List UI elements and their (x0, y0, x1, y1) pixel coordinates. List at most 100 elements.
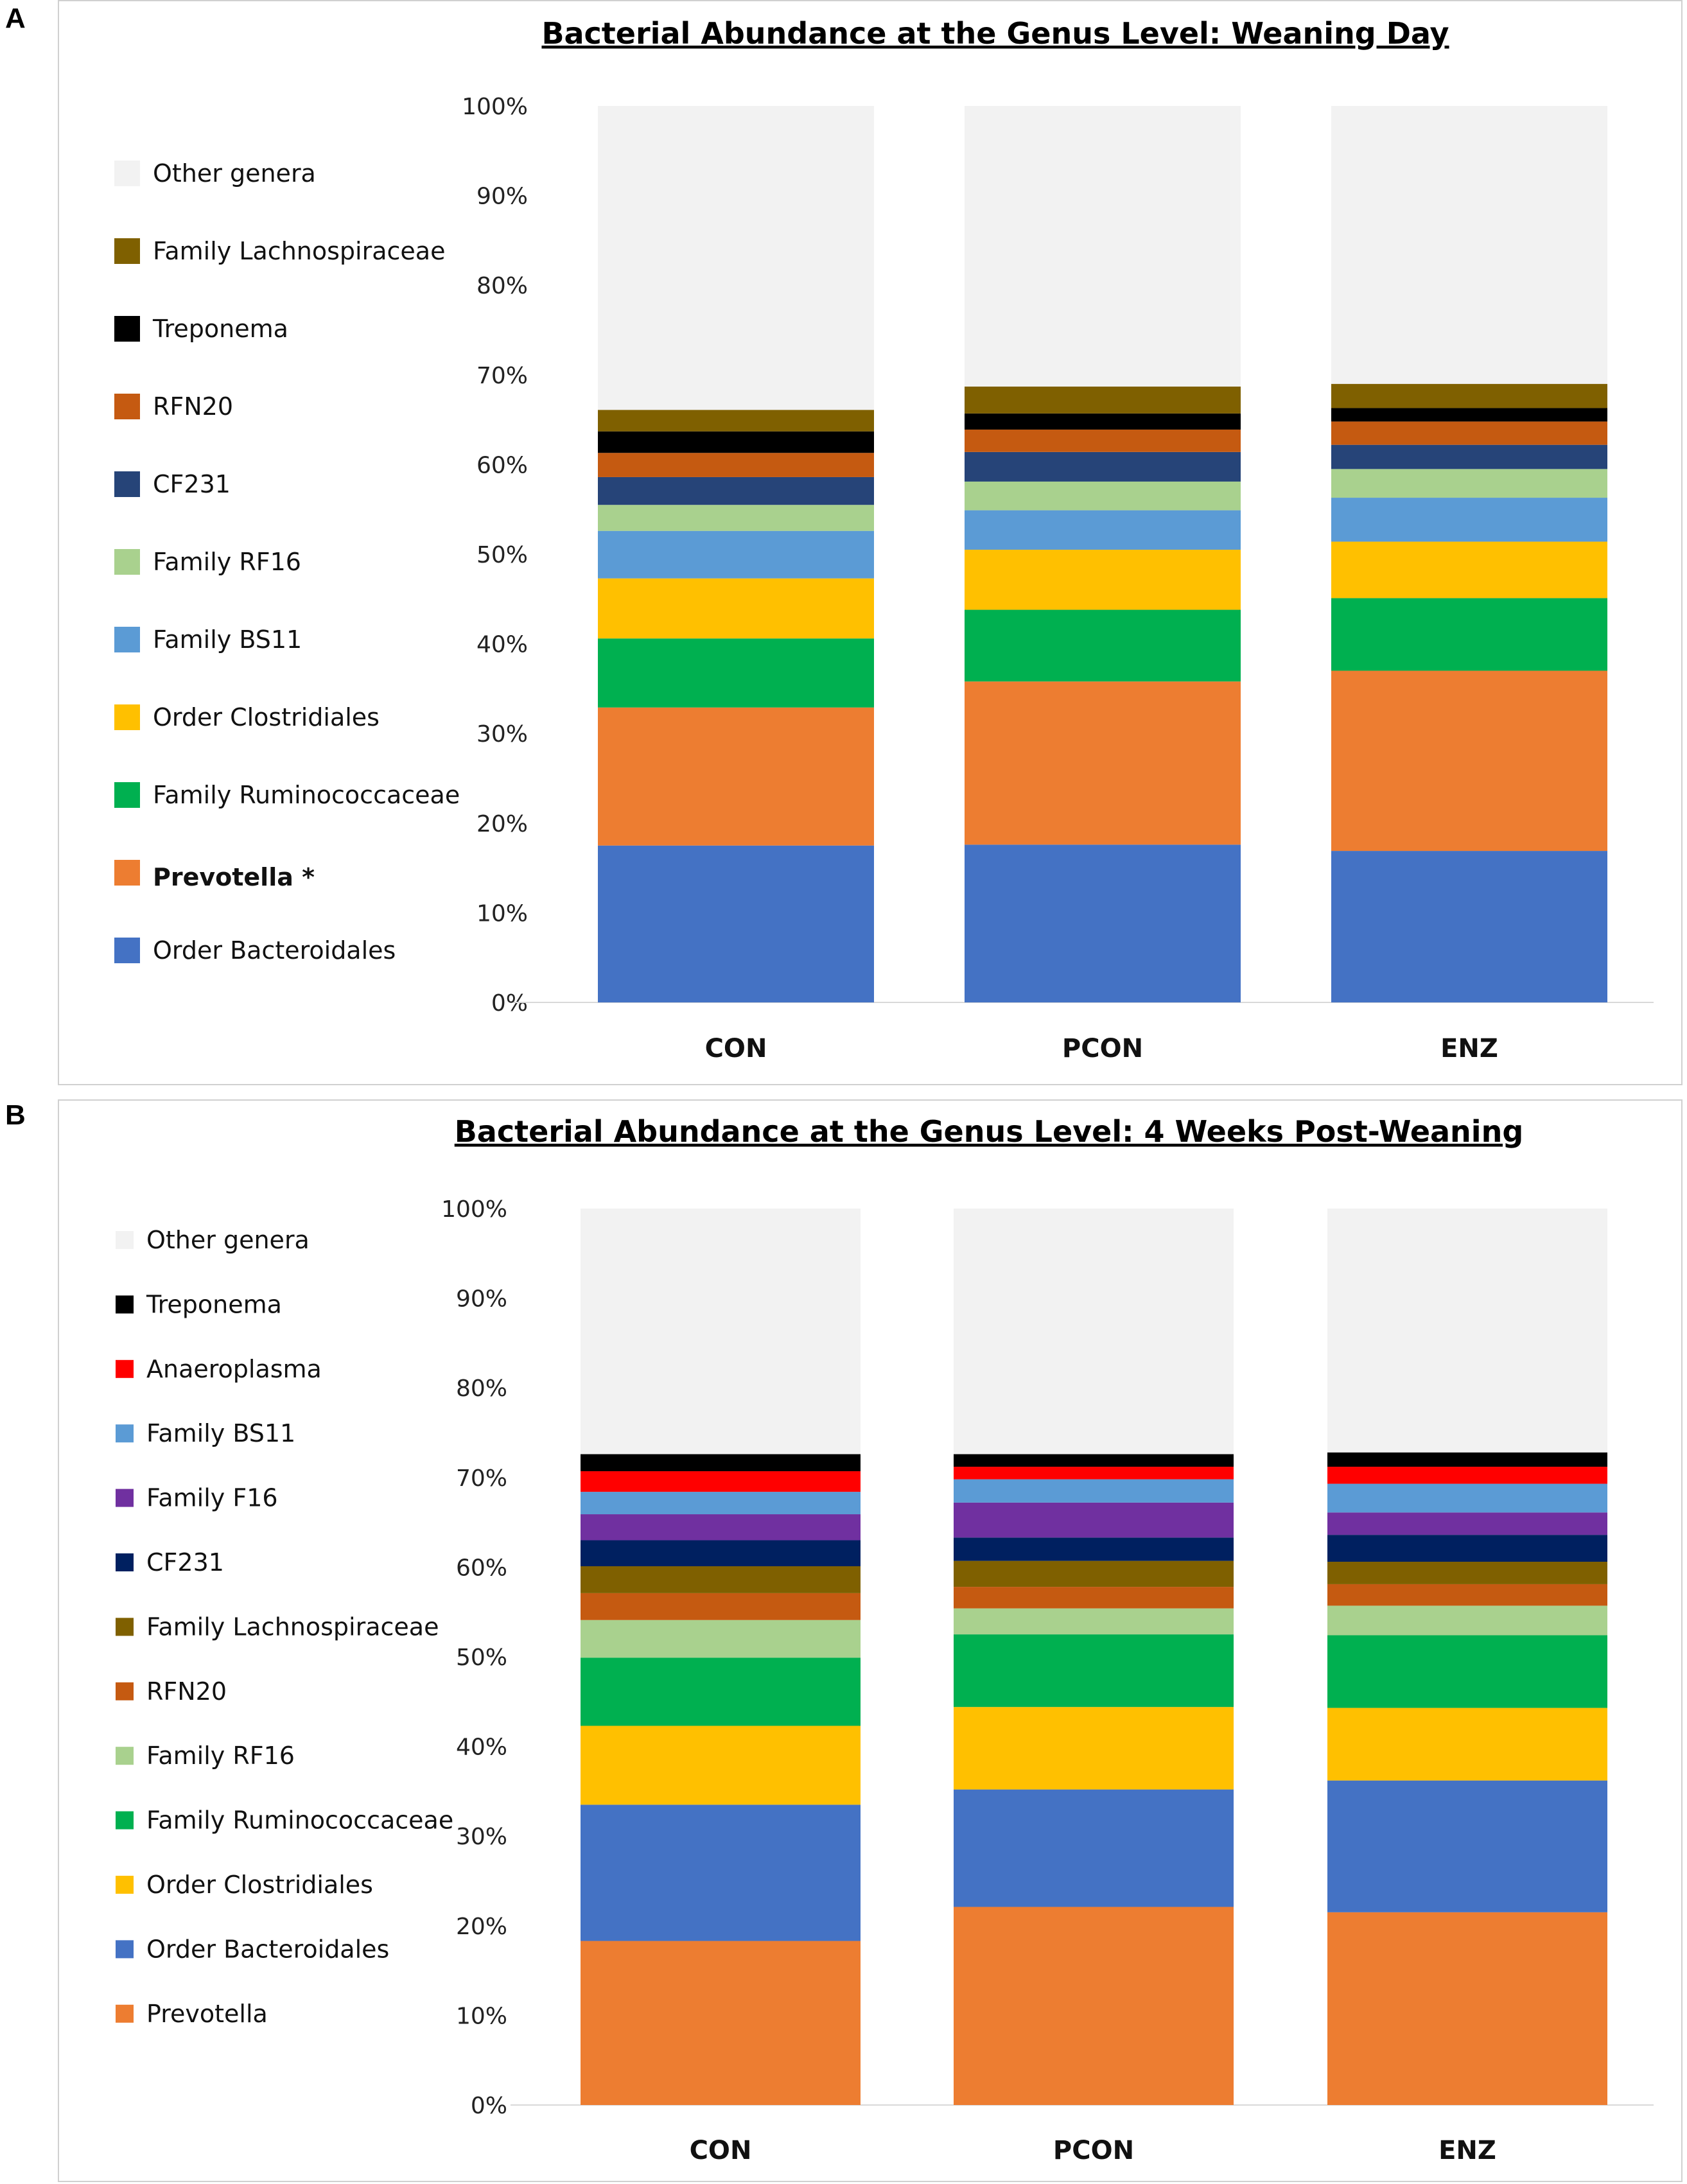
legend-swatch (114, 161, 140, 186)
legend-label: Other genera (146, 1226, 310, 1254)
y-tick-label: 40% (456, 1734, 507, 1761)
bar-segment (1331, 469, 1607, 498)
y-tick-label: 60% (456, 1555, 507, 1581)
bar-segment (965, 550, 1241, 610)
bar-segment (1331, 421, 1607, 445)
legend-swatch (116, 1359, 134, 1378)
y-tick-label: 100% (441, 1196, 507, 1223)
y-tick-label: 80% (476, 273, 528, 299)
bar-segment (598, 453, 874, 477)
panel-label-b: B (5, 1099, 26, 1131)
legend-label: Treponema (146, 1290, 282, 1318)
bar-segment (965, 386, 1241, 414)
bar-segment (954, 1467, 1234, 1480)
y-tick-label: 50% (456, 1645, 507, 1671)
bar-segment (581, 1492, 861, 1515)
y-tick-label: 100% (462, 94, 528, 120)
legend-label: Order Clostridiales (153, 703, 380, 731)
bar-segment (954, 1209, 1234, 1455)
legend-label: RFN20 (153, 392, 233, 421)
bar-segment (1331, 444, 1607, 469)
legend-swatch (116, 1618, 134, 1636)
legend-label: RFN20 (146, 1677, 227, 1706)
bar-segment (954, 1707, 1234, 1790)
bar-segment (581, 1620, 861, 1658)
y-tick-label: 20% (476, 811, 528, 837)
bar-segment (598, 505, 874, 531)
legend-label: Order Bacteroidales (153, 936, 396, 965)
legend-swatch (116, 2004, 134, 2023)
bar-segment (965, 681, 1241, 845)
y-tick-label: 90% (476, 184, 528, 210)
bar-segment (1327, 1562, 1607, 1584)
bar-segment (581, 1593, 861, 1620)
legend-swatch (114, 627, 140, 652)
legend-label: Anaeroplasma (146, 1355, 322, 1383)
bar-segment (954, 1502, 1234, 1538)
legend-label: Family Ruminococcaceae (153, 781, 460, 809)
legend-label: Family Lachnospiraceae (153, 237, 445, 265)
legend-swatch (116, 1747, 134, 1765)
bar-segment (954, 1479, 1234, 1503)
bar-segment (1327, 1635, 1607, 1708)
legend-swatch (116, 1231, 134, 1249)
bar-segment (598, 476, 874, 505)
y-tick-label: 50% (476, 542, 528, 568)
y-tick-label: 60% (476, 452, 528, 478)
legend-swatch (114, 471, 140, 497)
chart-title-0: Bacterial Abundance at the Genus Level: … (541, 16, 1449, 51)
bar-segment (965, 510, 1241, 550)
legend-swatch (116, 1876, 134, 1894)
y-tick-label: 70% (456, 1465, 507, 1492)
bar-segment (954, 1907, 1234, 2105)
y-tick-label: 10% (476, 900, 528, 927)
bar-segment (965, 106, 1241, 387)
bar-segment (1327, 1209, 1607, 1453)
bar-segment (965, 413, 1241, 430)
legend-label: Treponema (152, 315, 288, 343)
x-category-label: CON (690, 2136, 752, 2165)
bar-segment (598, 410, 874, 432)
bar-segment (581, 1471, 861, 1492)
legend-swatch (116, 1682, 134, 1700)
y-tick-label: 90% (456, 1286, 507, 1313)
bar-segment (598, 578, 874, 639)
panel-b-frame (58, 1099, 1683, 2182)
y-tick-label: 0% (491, 990, 528, 1017)
bar-segment (965, 429, 1241, 452)
bar-segment (598, 707, 874, 846)
legend-swatch (114, 394, 140, 419)
x-category-label: ENZ (1440, 1034, 1498, 1063)
panel-label-a: A (5, 3, 26, 34)
bar-segment (954, 1537, 1234, 1561)
bar-segment (1327, 1605, 1607, 1636)
legend-swatch (114, 782, 140, 808)
bar-segment (1331, 498, 1607, 542)
bar-segment (1327, 1584, 1607, 1606)
bar-segment (581, 1566, 861, 1593)
bar-segment (1327, 1467, 1607, 1484)
legend-label: Order Bacteroidales (146, 1935, 389, 1963)
bar-segment (1327, 1708, 1607, 1781)
bar-segment (954, 1608, 1234, 1635)
bar-segment (1331, 408, 1607, 422)
bar-segment (1331, 670, 1607, 852)
legend-swatch (116, 1489, 134, 1507)
bar-segment (1327, 1452, 1607, 1467)
x-category-label: PCON (1053, 2136, 1134, 2165)
legend-label: Prevotella * (153, 863, 315, 891)
legend-swatch (116, 1811, 134, 1830)
bar-segment (581, 1941, 861, 2105)
bar-segment (1327, 1912, 1607, 2105)
legend-label: Family Lachnospiraceae (146, 1612, 439, 1641)
legend-label: Family RF16 (153, 548, 301, 576)
legend-swatch (114, 316, 140, 342)
bar-segment (965, 451, 1241, 482)
legend-swatch (116, 1553, 134, 1571)
legend-label: Family F16 (146, 1484, 278, 1512)
bar-segment (1327, 1483, 1607, 1513)
y-tick-label: 30% (476, 721, 528, 747)
legend-label: Other genera (153, 159, 316, 188)
x-category-label: CON (705, 1034, 767, 1063)
